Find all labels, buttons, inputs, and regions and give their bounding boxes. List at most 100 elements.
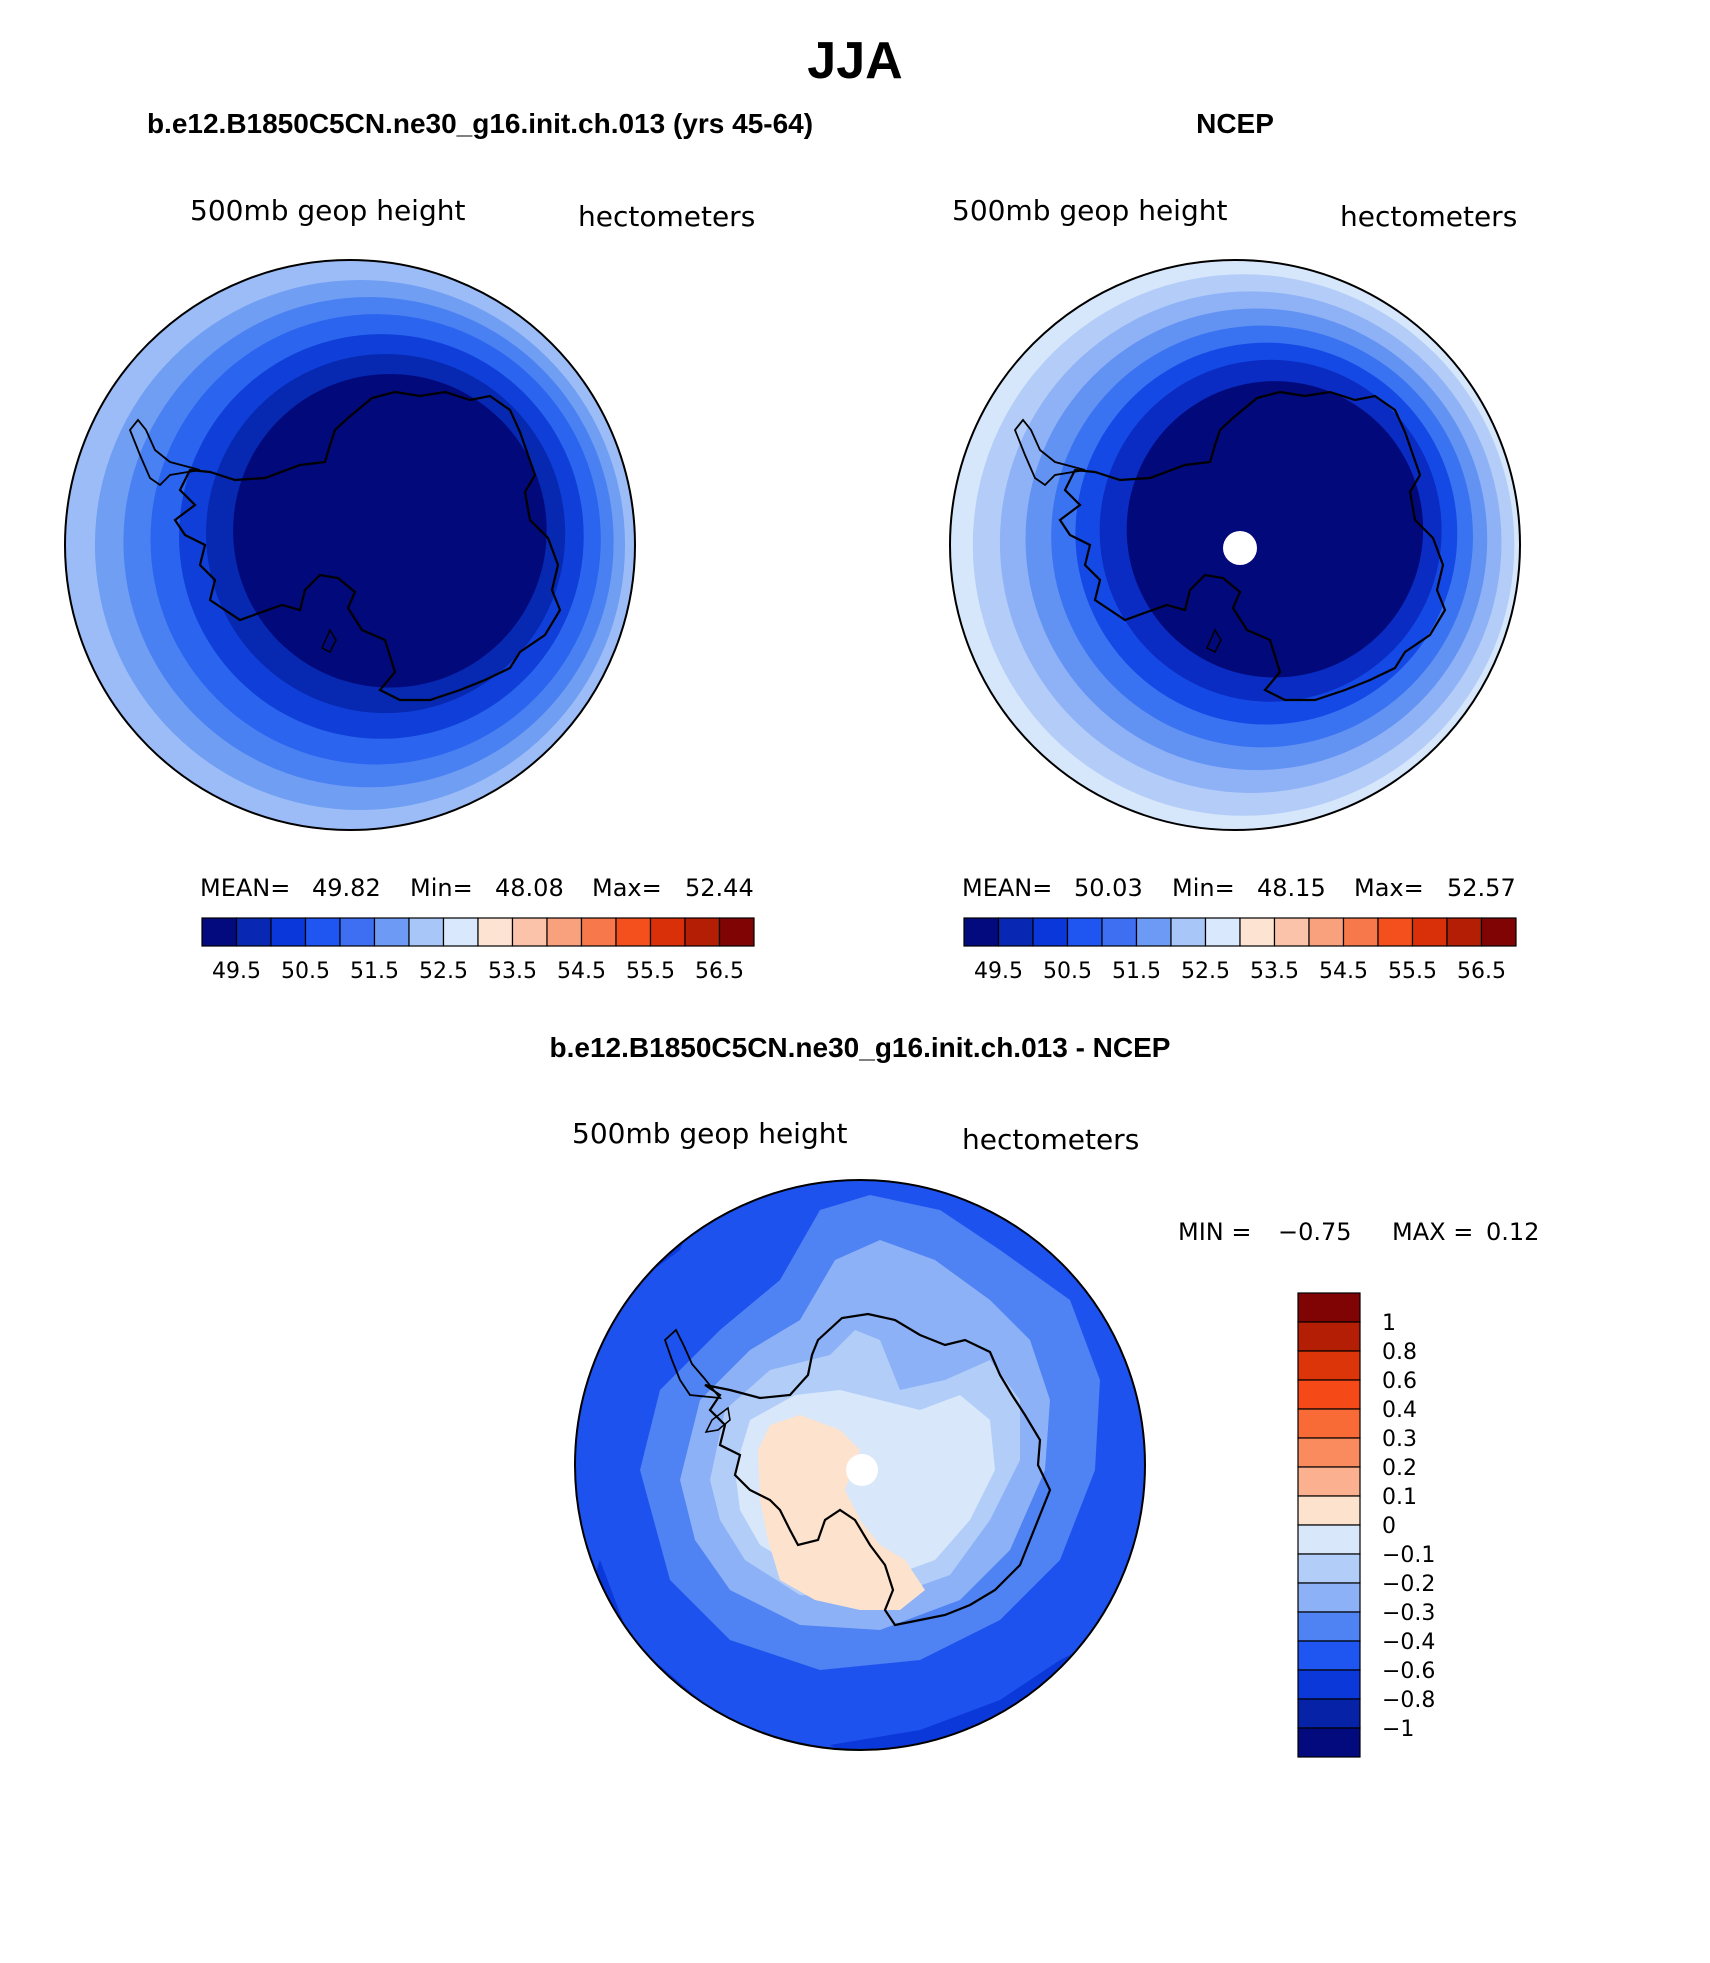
obs-colorbar-label-5: 54.5 [1319, 959, 1368, 984]
difference-colorbar-box-1 [1297, 1321, 1361, 1352]
difference-colorbar-label-11: −0.4 [1382, 1630, 1435, 1655]
difference-max-label: MAX = [1392, 1218, 1473, 1246]
model-colorbar-box-12 [615, 917, 652, 947]
model-colorbar-box-10 [546, 917, 583, 947]
difference-colorbar-label-2: 0.6 [1382, 1369, 1417, 1394]
model-max-label: Max= [592, 874, 662, 902]
model-contour-band-6 [233, 374, 547, 688]
model-colorbar-label-1: 50.5 [281, 959, 330, 984]
obs-pole-missing-data [1223, 531, 1257, 565]
model-min-label: Min= [410, 874, 473, 902]
difference-colorbar-label-5: 0.2 [1382, 1456, 1417, 1481]
obs-colorbar-label-1: 50.5 [1043, 959, 1092, 984]
obs-colorbar-box-14 [1446, 917, 1483, 947]
model-colorbar-label-7: 56.5 [695, 959, 744, 984]
obs-colorbar-box-13 [1411, 917, 1448, 947]
difference-map-boundary [574, 1179, 1146, 1751]
obs-colorbar-label-7: 56.5 [1457, 959, 1506, 984]
obs-colorbar-label-0: 49.5 [974, 959, 1023, 984]
difference-panel-title: b.e12.B1850C5CN.ne30_g16.init.ch.013 - N… [550, 1032, 1171, 1063]
model-min-value: 48.08 [495, 874, 564, 902]
model-colorbar-box-15 [718, 917, 755, 947]
difference-colorbar-label-9: −0.2 [1382, 1572, 1435, 1597]
obs-stats: MEAN= 50.03 Min= 48.15 Max= 52.57 [962, 874, 1516, 902]
obs-colorbar-label-4: 53.5 [1250, 959, 1299, 984]
obs-colorbar-box-1 [997, 917, 1034, 947]
difference-colorbar-label-1: 0.8 [1382, 1340, 1417, 1365]
obs-colorbar: 49.5 50.5 51.5 52.5 53.5 54.5 55.5 56.5 [963, 917, 1517, 984]
obs-max-value: 52.57 [1447, 874, 1516, 902]
difference-map [574, 1179, 1146, 1751]
obs-units-label: hectometers [1340, 200, 1517, 233]
obs-colorbar-box-11 [1342, 917, 1379, 947]
difference-colorbar-label-3: 0.4 [1382, 1398, 1417, 1423]
difference-variable-label: 500mb geop height [572, 1117, 847, 1150]
obs-mean-label: MEAN= [962, 874, 1052, 902]
model-mean-label: MEAN= [200, 874, 290, 902]
difference-colorbar-label-13: −0.8 [1382, 1688, 1435, 1713]
difference-colorbar-label-12: −0.6 [1382, 1659, 1435, 1684]
difference-colorbar-box-3 [1297, 1379, 1361, 1410]
model-map-boundary [64, 259, 636, 831]
model-colorbar-label-6: 55.5 [626, 959, 675, 984]
model-colorbar-box-2 [270, 917, 307, 947]
difference-colorbar-box-7 [1297, 1495, 1361, 1526]
model-colorbar-box-3 [304, 917, 341, 947]
obs-colorbar-label-3: 52.5 [1181, 959, 1230, 984]
model-colorbar-box-0 [201, 917, 238, 947]
obs-contour-fill [950, 260, 1520, 830]
difference-colorbar-box-9 [1297, 1553, 1361, 1584]
difference-colorbar-box-8 [1297, 1524, 1361, 1555]
difference-colorbar-box-6 [1297, 1466, 1361, 1497]
model-mean-value: 49.82 [312, 874, 381, 902]
model-variable-label: 500mb geop height [190, 194, 465, 227]
figure-title: JJA [807, 32, 902, 90]
model-colorbar-box-5 [373, 917, 410, 947]
model-colorbar-box-7 [442, 917, 479, 947]
obs-colorbar-box-5 [1135, 917, 1172, 947]
difference-colorbar-box-5 [1297, 1437, 1361, 1468]
obs-variable-label: 500mb geop height [952, 194, 1227, 227]
obs-colorbar-box-12 [1377, 917, 1414, 947]
obs-contour-band-7 [1126, 381, 1424, 678]
difference-colorbar-box-0 [1297, 1292, 1361, 1323]
difference-max-value: 0.12 [1486, 1218, 1539, 1246]
obs-colorbar-box-2 [1032, 917, 1069, 947]
model-colorbar-label-3: 52.5 [419, 959, 468, 984]
difference-colorbar-label-7: 0 [1382, 1514, 1396, 1539]
difference-colorbar-box-10 [1297, 1582, 1361, 1613]
difference-colorbar-label-8: −0.1 [1382, 1543, 1435, 1568]
difference-colorbar-box-11 [1297, 1611, 1361, 1642]
difference-colorbar-label-14: −1 [1382, 1717, 1414, 1742]
model-panel-title: b.e12.B1850C5CN.ne30_g16.init.ch.013 (yr… [147, 108, 813, 139]
difference-antarctica-coastline [663, 1312, 1052, 1627]
difference-pole-missing-data [846, 1454, 878, 1486]
model-colorbar-label-2: 51.5 [350, 959, 399, 984]
obs-colorbar-box-6 [1170, 917, 1207, 947]
difference-min-label: MIN = [1178, 1218, 1251, 1246]
obs-colorbar-box-8 [1239, 917, 1276, 947]
difference-colorbar-box-12 [1297, 1640, 1361, 1671]
difference-colorbar-label-0: 1 [1382, 1311, 1396, 1336]
obs-colorbar-box-4 [1101, 917, 1138, 947]
model-colorbar-box-4 [339, 917, 376, 947]
model-colorbar-label-4: 53.5 [488, 959, 537, 984]
obs-colorbar-box-9 [1273, 917, 1310, 947]
model-units-label: hectometers [578, 200, 755, 233]
obs-colorbar-box-0 [963, 917, 1000, 947]
difference-colorbar-label-10: −0.3 [1382, 1601, 1435, 1626]
model-colorbar-label-0: 49.5 [212, 959, 261, 984]
obs-colorbar-box-10 [1308, 917, 1345, 947]
difference-colorbar-label-4: 0.3 [1382, 1427, 1417, 1452]
model-stats: MEAN= 49.82 Min= 48.08 Max= 52.44 [200, 874, 754, 902]
difference-min-value: −0.75 [1278, 1218, 1352, 1246]
model-antarctica-coastline [128, 390, 562, 702]
model-colorbar-box-1 [235, 917, 272, 947]
difference-colorbar-box-14 [1297, 1698, 1361, 1729]
difference-colorbar-box-2 [1297, 1350, 1361, 1381]
difference-colorbar-box-4 [1297, 1408, 1361, 1439]
model-colorbar-box-6 [408, 917, 445, 947]
difference-colorbar-box-13 [1297, 1669, 1361, 1700]
obs-min-value: 48.15 [1257, 874, 1326, 902]
